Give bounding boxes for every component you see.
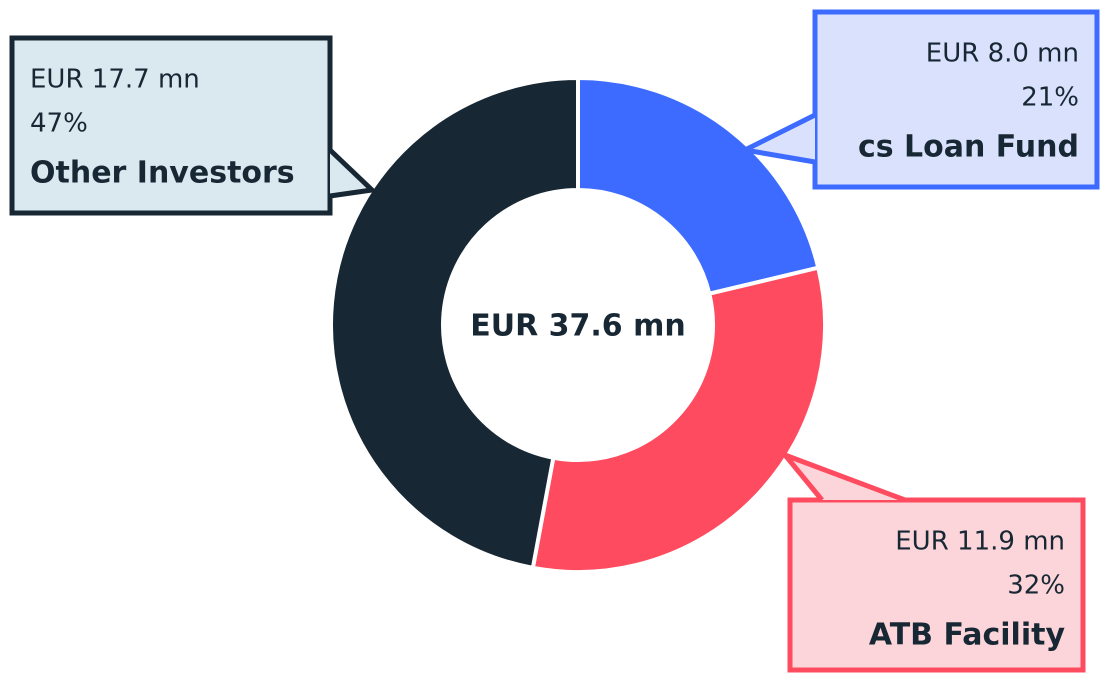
callout-pointer-edge — [777, 449, 906, 503]
category-label: ATB Facility — [869, 618, 1066, 653]
value-label: EUR 8.0 mn — [926, 39, 1079, 69]
category-label: cs Loan Fund — [858, 130, 1079, 165]
donut — [329, 75, 827, 574]
callout-pointer-edge — [737, 112, 817, 165]
callout: EUR 17.7 mn 47% Other Investors — [9, 35, 378, 216]
value-label: EUR 17.7 mn — [30, 65, 200, 95]
donut-slice — [576, 75, 821, 297]
callout-box — [9, 35, 333, 216]
callout: EUR 8.0 mn 21% cs Loan Fund — [737, 9, 1100, 190]
category-label: Other Investors — [30, 156, 295, 191]
percent-label: 32% — [1007, 571, 1065, 601]
value-label: EUR 11.9 mn — [895, 527, 1065, 557]
donut-slice — [530, 265, 827, 574]
callout-box — [812, 9, 1100, 190]
percent-label: 47% — [30, 109, 88, 139]
center-label: EUR 37.6 mn — [470, 309, 685, 344]
callout-pointer-edge — [328, 148, 378, 199]
percent-label: 21% — [1021, 83, 1079, 113]
callout-pointer — [745, 115, 815, 162]
donut-slice — [329, 75, 580, 571]
callout-box — [787, 497, 1086, 673]
callout: EUR 11.9 mn 32% ATB Facility — [777, 449, 1086, 673]
callouts: EUR 8.0 mn 21% cs Loan Fund EUR 11.9 mn 32% A… — [9, 9, 1100, 673]
